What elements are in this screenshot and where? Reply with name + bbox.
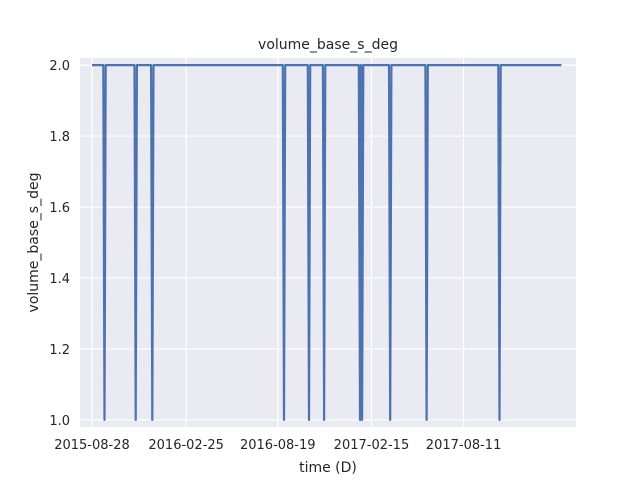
chart-title: volume_base_s_deg <box>258 37 398 53</box>
tick-labels: 2015-08-28 2016-02-25 2016-08-19 2017-02-15… <box>49 59 501 453</box>
x-tick-label: 2016-02-25 <box>148 438 224 453</box>
series <box>92 63 562 421</box>
x-tick-label: 2017-08-11 <box>426 438 502 453</box>
y-tick-label: 1.8 <box>49 130 70 145</box>
y-tick-label: 1.6 <box>49 201 70 216</box>
x-tick-label: 2016-08-19 <box>240 438 316 453</box>
x-axis-label: time (D) <box>299 460 357 476</box>
y-axis-label: volume_base_s_deg <box>26 173 42 313</box>
series-line <box>92 63 562 421</box>
y-tick-label: 2.0 <box>49 59 70 74</box>
plot-background <box>80 58 576 427</box>
x-tick-label: 2015-08-28 <box>54 438 130 453</box>
x-tick-label: 2017-02-15 <box>334 438 410 453</box>
y-tick-label: 1.2 <box>49 343 70 358</box>
y-tick-label: 1.4 <box>49 272 70 287</box>
y-tick-label: 1.0 <box>49 414 70 429</box>
